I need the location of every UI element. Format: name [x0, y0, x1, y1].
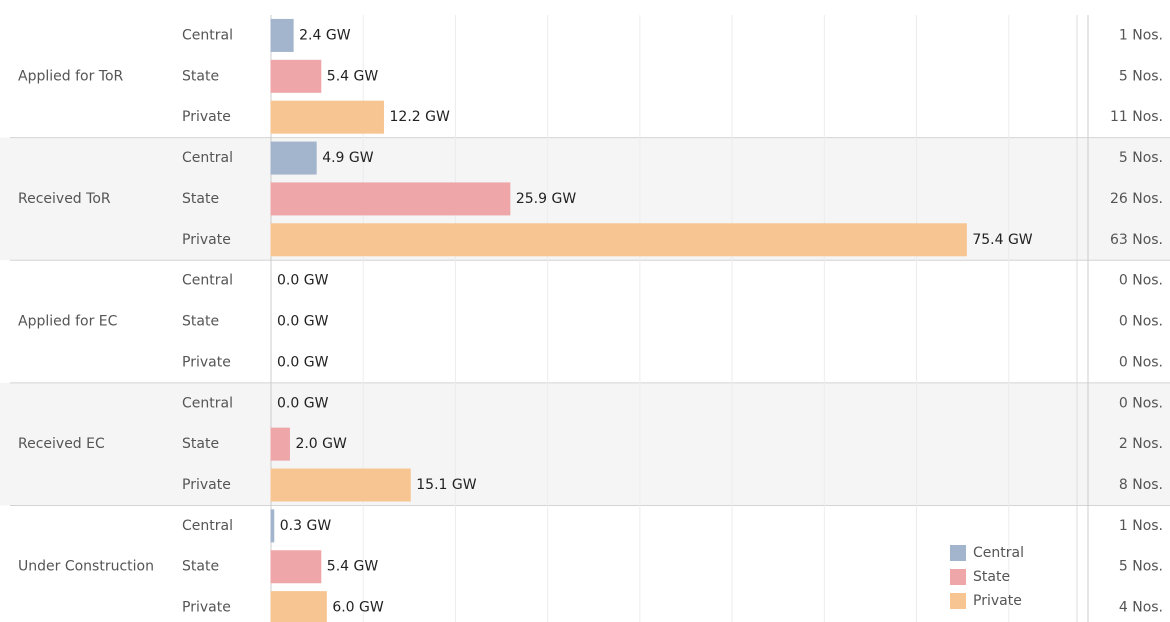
sector-label: State: [182, 68, 219, 84]
bar: [270, 141, 317, 175]
group-label: Received EC: [18, 436, 105, 452]
count-label: 63 Nos.: [1110, 232, 1163, 248]
group-label: Applied for EC: [18, 314, 118, 330]
legend-label: Private: [973, 593, 1022, 609]
count-label: 5 Nos.: [1119, 150, 1163, 166]
count-label: 5 Nos.: [1119, 559, 1163, 575]
value-label: 15.1 GW: [416, 477, 476, 493]
marks: Applied for ToR 2.4 GW Central 1 Nos. 5.4 GW…: [18, 18, 1163, 622]
sector-label: Central: [182, 518, 233, 534]
background: [0, 137, 1170, 506]
count-label: 8 Nos.: [1119, 477, 1163, 493]
group-band: [0, 382, 1170, 506]
grid: [270, 15, 1010, 622]
sector-label: State: [182, 436, 219, 452]
bar: [270, 550, 322, 584]
value-label: 0.0 GW: [277, 314, 329, 330]
legend-label: State: [973, 569, 1010, 585]
sector-label: Private: [182, 354, 231, 370]
count-label: 0 Nos.: [1119, 273, 1163, 289]
bar: [270, 591, 327, 622]
bar: [270, 18, 294, 52]
sector-label: Central: [182, 27, 233, 43]
count-label: 1 Nos.: [1119, 27, 1163, 43]
sector-label: Private: [182, 232, 231, 248]
sector-label: Central: [182, 395, 233, 411]
group-label: Applied for ToR: [18, 68, 124, 84]
count-label: 1 Nos.: [1119, 518, 1163, 534]
value-label: 25.9 GW: [516, 191, 576, 207]
count-label: 0 Nos.: [1119, 354, 1163, 370]
sector-label: Central: [182, 150, 233, 166]
value-label: 0.3 GW: [280, 518, 332, 534]
value-label: 5.4 GW: [327, 68, 379, 84]
value-label: 75.4 GW: [972, 232, 1032, 248]
sector-label: State: [182, 191, 219, 207]
count-label: 0 Nos.: [1119, 395, 1163, 411]
sector-label: State: [182, 559, 219, 575]
sector-label: Private: [182, 600, 231, 616]
sector-label: State: [182, 314, 219, 330]
bar: [270, 100, 385, 134]
legend: Central State Private: [950, 545, 1024, 609]
legend-swatch: [950, 545, 966, 561]
bar: [270, 59, 322, 93]
value-label: 0.0 GW: [277, 273, 329, 289]
value-label: 5.4 GW: [327, 559, 379, 575]
sector-label: Private: [182, 109, 231, 125]
bar: [270, 427, 290, 461]
value-label: 2.4 GW: [299, 27, 351, 43]
bar: [270, 182, 511, 216]
bar: [270, 223, 967, 257]
value-label: 6.0 GW: [332, 600, 384, 616]
legend-swatch: [950, 593, 966, 609]
count-label: 2 Nos.: [1119, 436, 1163, 452]
value-label: 2.0 GW: [295, 436, 347, 452]
value-label: 0.0 GW: [277, 354, 329, 370]
count-label: 26 Nos.: [1110, 191, 1163, 207]
value-label: 0.0 GW: [277, 395, 329, 411]
bar: [270, 509, 275, 543]
group-label: Received ToR: [18, 191, 111, 207]
count-label: 0 Nos.: [1119, 314, 1163, 330]
bar: [270, 468, 411, 502]
count-label: 5 Nos.: [1119, 68, 1163, 84]
legend-swatch: [950, 569, 966, 585]
value-label: 12.2 GW: [390, 109, 450, 125]
count-label: 4 Nos.: [1119, 600, 1163, 616]
value-label: 4.9 GW: [322, 150, 374, 166]
legend-label: Central: [973, 545, 1024, 561]
count-label: 11 Nos.: [1110, 109, 1163, 125]
sector-label: Private: [182, 477, 231, 493]
group-label: Under Construction: [18, 559, 154, 575]
sector-label: Central: [182, 273, 233, 289]
